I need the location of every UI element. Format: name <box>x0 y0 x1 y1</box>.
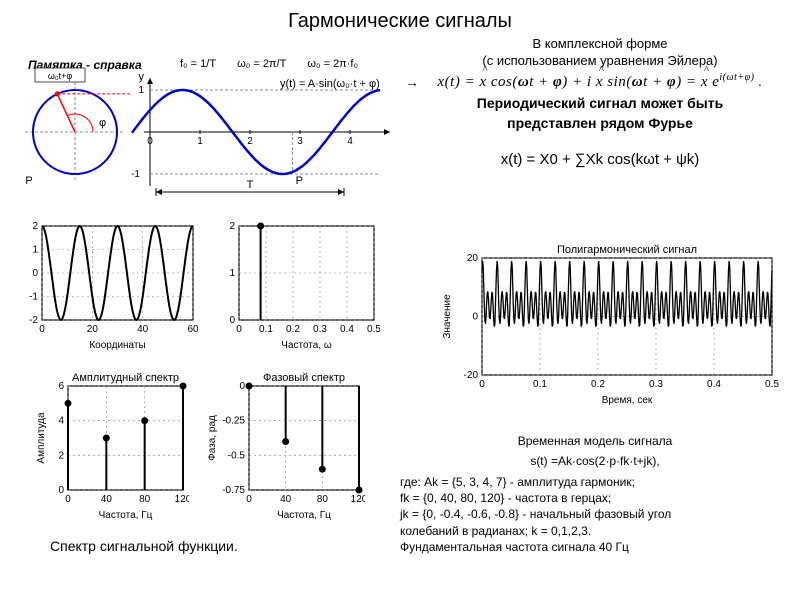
phase-spectrum-chart: 0-0.25-0.5-0.7504080120Фазовый спектрЧас… <box>205 370 365 523</box>
svg-text:Полигармонический сигнал: Полигармонический сигнал <box>557 244 697 256</box>
svg-text:P: P <box>25 175 32 187</box>
fourier-formula: x(t) = X0 + ∑Xk cos(kωt + ψk) <box>410 151 790 168</box>
svg-text:20: 20 <box>87 324 99 335</box>
svg-text:0: 0 <box>229 315 235 326</box>
svg-text:Амплитудный спектр: Амплитудный спектр <box>72 372 179 384</box>
svg-text:0: 0 <box>479 379 485 390</box>
svg-text:1: 1 <box>32 245 38 256</box>
svg-text:0: 0 <box>39 324 45 335</box>
page-title: Гармонические сигналы <box>0 0 800 33</box>
svg-text:0.5: 0.5 <box>367 324 380 335</box>
svg-text:Фаза, рад: Фаза, рад <box>207 415 218 461</box>
phasor-sine-diagram: φω₀t+φPty1-101234PT <box>10 52 390 205</box>
svg-text:Значение: Значение <box>442 294 453 339</box>
svg-text:2: 2 <box>229 221 235 232</box>
svg-text:0: 0 <box>236 324 242 335</box>
svg-text:120: 120 <box>175 494 189 505</box>
param-k: колебаний в радианах; k = 0,1,2,3. <box>400 523 790 539</box>
svg-text:Частота, Гц: Частота, Гц <box>277 510 331 520</box>
svg-text:0: 0 <box>65 494 71 505</box>
svg-text:0: 0 <box>32 268 38 279</box>
svg-text:0.2: 0.2 <box>286 324 300 335</box>
svg-text:0.1: 0.1 <box>533 379 547 390</box>
svg-text:Фазовый спектр: Фазовый спектр <box>263 372 345 384</box>
spectrum-function-label: Спектр сигнальной функции. <box>50 538 238 554</box>
time-model-eq: s(t) =Ak·cos(2·p·fk·t+jk), <box>400 454 790 468</box>
time-model-block: Временная модель сигнала s(t) =Ak·cos(2·… <box>400 424 790 555</box>
svg-text:-0.25: -0.25 <box>222 416 245 427</box>
svg-text:60: 60 <box>187 324 199 335</box>
svg-text:-2: -2 <box>29 315 38 326</box>
svg-text:Амплитуда: Амплитуда <box>36 412 47 464</box>
svg-text:Координаты: Координаты <box>89 340 145 350</box>
complex-title: В комплексной форме <box>410 36 790 51</box>
svg-text:6: 6 <box>58 381 64 392</box>
svg-text:T: T <box>247 179 254 191</box>
svg-text:0.3: 0.3 <box>313 324 327 335</box>
svg-text:3: 3 <box>297 136 303 147</box>
periodic-2: представлен рядом Фурье <box>410 115 790 131</box>
svg-text:2: 2 <box>58 450 64 461</box>
param-fk: fk = {0, 40, 80, 120} - частота в герцах… <box>400 490 790 506</box>
param-ak: где: Ak = {5, 3, 4, 7} - амплитуда гармо… <box>400 474 790 490</box>
svg-text:0.1: 0.1 <box>259 324 273 335</box>
complex-formula: x(t) = x cos(ωt + φ) + i x sin(ωt + φ) =… <box>410 72 790 91</box>
svg-text:-20: -20 <box>464 370 479 381</box>
svg-text:Частота, Гц: Частота, Гц <box>99 510 153 520</box>
svg-text:0.3: 0.3 <box>649 379 663 390</box>
svg-text:20: 20 <box>467 253 479 264</box>
svg-text:0: 0 <box>472 312 478 323</box>
svg-text:40: 40 <box>101 494 113 505</box>
svg-text:40: 40 <box>280 494 292 505</box>
svg-text:2: 2 <box>247 136 253 147</box>
right-column: В комплексной форме (с использованием ур… <box>410 36 790 168</box>
svg-text:40: 40 <box>137 324 149 335</box>
svg-text:y: y <box>139 71 145 83</box>
svg-text:0: 0 <box>147 136 153 147</box>
svg-text:1: 1 <box>138 85 144 96</box>
svg-text:0.5: 0.5 <box>765 379 779 390</box>
param-jk: jk = {0, -0.4, -0.6, -0.8} - начальный ф… <box>400 506 790 522</box>
svg-text:120: 120 <box>351 494 365 505</box>
svg-text:1: 1 <box>197 136 203 147</box>
svg-text:φ: φ <box>99 117 106 129</box>
svg-text:1: 1 <box>229 268 235 279</box>
param-fund: Фундаментальная частота сигнала 40 Гц <box>400 539 790 555</box>
svg-text:-0.5: -0.5 <box>228 450 246 461</box>
svg-text:-1: -1 <box>29 292 38 303</box>
freq-stem-chart: 0 1 2 0 0.1 0.2 0.3 0.4 0.5 Частота, ω <box>215 220 380 353</box>
svg-text:0.4: 0.4 <box>340 324 354 335</box>
polyharmonic-chart: -2002000.10.20.30.40.5Полигармонический … <box>440 240 780 408</box>
svg-text:80: 80 <box>317 494 329 505</box>
svg-text:Частота, ω: Частота, ω <box>281 340 332 350</box>
svg-text:0: 0 <box>246 494 252 505</box>
svg-text:2: 2 <box>32 221 38 232</box>
time-model-hdr: Временная модель сигнала <box>400 434 790 448</box>
svg-text:4: 4 <box>58 416 64 427</box>
svg-text:ω₀t+φ: ω₀t+φ <box>48 71 73 81</box>
svg-text:4: 4 <box>347 136 353 147</box>
svg-text:0: 0 <box>58 485 64 496</box>
svg-text:-0.75: -0.75 <box>222 485 245 496</box>
periodic-1: Периодический сигнал может быть <box>410 95 790 111</box>
svg-text:P: P <box>296 175 303 187</box>
model-params: где: Ak = {5, 3, 4, 7} - амплитуда гармо… <box>400 474 790 555</box>
svg-text:0.4: 0.4 <box>707 379 721 390</box>
svg-text:0: 0 <box>239 381 245 392</box>
oscillation-chart: -2-10120204060Координаты <box>14 220 199 353</box>
amplitude-spectrum-chart: 0 2 4 6 0 40 80 120 Амплитудный спектр Частота, Г… <box>34 370 189 523</box>
svg-text:80: 80 <box>139 494 151 505</box>
svg-text:-1: -1 <box>131 169 140 180</box>
svg-text:0.2: 0.2 <box>591 379 605 390</box>
svg-text:Время, сек: Время, сек <box>602 395 653 405</box>
